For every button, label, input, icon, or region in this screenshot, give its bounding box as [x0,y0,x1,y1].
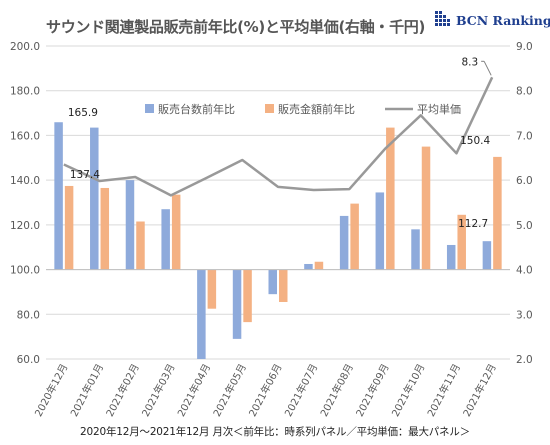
bar-unit-sales [197,269,206,359]
x-tick-label: 2021年11月 [424,361,463,418]
x-tick-label: 2021年08月 [317,361,356,418]
bar-unit-sales [54,122,63,270]
data-label: 112.7 [458,218,488,230]
bar-sales-amount [64,185,74,270]
x-tick-label: 2021年06月 [246,361,285,418]
bar-sales-amount [457,214,466,270]
bar-unit-sales [268,269,277,295]
legend-label: 販売台数前年比 [158,102,235,116]
avg-price-polyline [63,76,494,197]
logo-text: BCN Ranking [456,12,550,28]
bar-unit-sales [90,127,99,270]
y-left-tick-label: 160.0 [10,130,40,142]
bcn-logo-icon [435,11,450,26]
y-left-tick-label: 100.0 [10,265,40,277]
bar-sales-amount [100,187,110,270]
footer-note: 2020年12月～2021年12月 月次＜前年比：時系列パネル／平均単価：最大パ… [80,426,470,438]
bar-sales-amount [243,269,252,323]
bar-sales-amount [386,127,395,270]
y-left-tick-label: 80.0 [17,309,40,321]
y-left-tick-label: 180.0 [10,86,40,98]
bar-sales-amount [350,203,359,270]
x-tick-label: 2021年05月 [210,361,249,418]
bar-sales-amount [279,269,288,302]
bar-sales-amount [314,261,324,270]
bar-sales-amount [421,146,431,270]
x-tick-label: 2021年09月 [353,361,392,418]
bars [54,122,502,359]
bar-unit-sales [339,215,349,270]
y-left-tick-label: 200.0 [10,41,40,53]
y-right-tick-label: 2.0 [516,354,533,366]
bar-sales-amount [136,221,145,270]
bar-unit-sales [125,180,135,270]
legend-label: 販売金額前年比 [278,102,355,116]
leader-line [483,61,492,76]
bar-sales-amount [207,269,217,309]
legend-swatch [145,104,154,113]
y-axis-right: 2.0 3.0 4.0 5.0 6.0 7.0 8.0 9.0 [516,41,533,366]
y-left-tick-label: 60.0 [17,354,40,366]
y-right-tick-label: 8.0 [516,86,533,98]
legend-swatch [265,104,274,113]
data-labels: 165.9 137.4 112.7 150.4 8.3 [68,56,492,230]
bar-unit-sales [411,229,420,270]
legend: 販売台数前年比 販売金額前年比 平均単価 [145,102,461,116]
grid-lines [46,45,510,360]
data-label: 8.3 [461,56,478,68]
y-right-tick-label: 7.0 [516,130,533,142]
chart-title: サウンド関連製品販売前年比(%)と平均単価(右軸・千円) [46,18,426,36]
y-axis-left: 60.0 80.0 100.0 120.0 140.0 160.0 180.0 200.0 [10,41,40,366]
y-left-tick-label: 120.0 [10,220,40,232]
data-label: 137.4 [70,169,100,181]
x-tick-label: 2021年01月 [67,361,106,418]
bar-unit-sales [375,192,385,270]
bar-unit-sales [482,241,492,270]
x-tick-label: 2020年12月 [32,361,71,418]
avg-price-line [63,76,494,197]
x-tick-label: 2021年04月 [174,361,213,418]
x-tick-label: 2021年10月 [389,361,428,418]
y-right-tick-label: 9.0 [516,41,533,53]
x-tick-label: 2021年07月 [282,361,321,418]
y-right-tick-label: 5.0 [516,220,533,232]
y-right-tick-label: 3.0 [516,309,533,321]
y-left-tick-label: 140.0 [10,175,40,187]
data-label: 150.4 [460,135,490,147]
x-tick-label: 2021年12月 [460,361,499,418]
bar-unit-sales [446,244,456,270]
bar-sales-amount [493,156,502,270]
x-tick-label: 2021年03月 [139,361,178,418]
data-label: 165.9 [68,107,98,119]
x-tick-label: 2021年02月 [103,361,142,418]
bar-unit-sales [161,209,170,270]
bar-unit-sales [304,263,313,270]
legend-label: 平均単価 [417,102,461,116]
y-right-tick-label: 4.0 [516,265,533,277]
bar-unit-sales [232,269,242,339]
bar-sales-amount [171,194,181,270]
brand-logo: BCN Ranking [434,10,550,30]
y-right-tick-label: 6.0 [516,175,533,187]
